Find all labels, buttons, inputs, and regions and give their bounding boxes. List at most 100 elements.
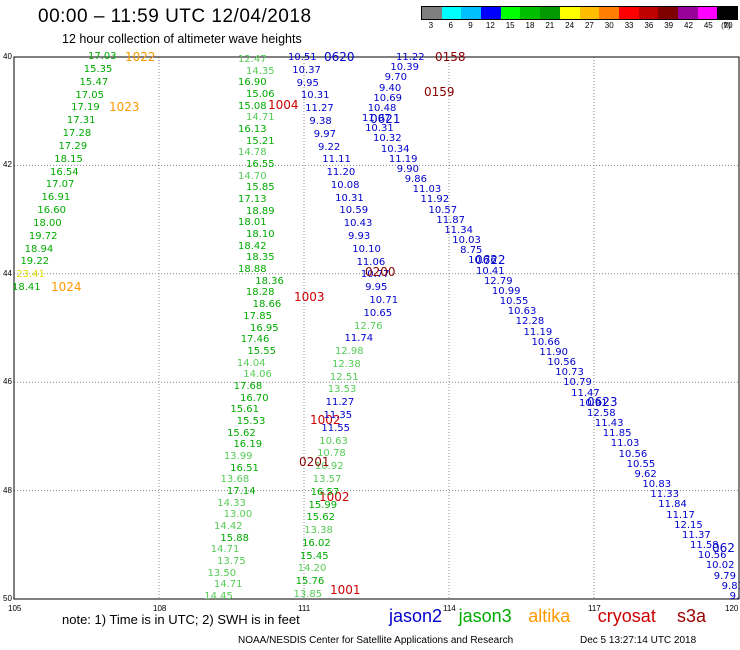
wave-height-value: 14.71 xyxy=(210,544,240,556)
pass-time-label: 1002 xyxy=(310,413,341,427)
pass-time-label: 1023 xyxy=(109,100,140,114)
wave-height-value: 10.03 xyxy=(452,235,481,247)
wave-height-value: 9.93 xyxy=(348,231,371,242)
legend-label: 15 xyxy=(505,21,515,30)
wave-height-value: 9.97 xyxy=(313,128,336,140)
wave-height-value: 11.43 xyxy=(594,418,624,430)
wave-height-value: 10.92 xyxy=(314,461,344,473)
wave-height-value: 15.06 xyxy=(246,89,275,101)
x-tick-label: 120 xyxy=(725,604,739,613)
legend-label: 18 xyxy=(525,21,535,30)
wave-height-value: 10.63 xyxy=(319,435,348,447)
wave-height-value: 11.90 xyxy=(539,346,569,358)
wave-height-value: 10.83 xyxy=(642,479,672,491)
wave-height-value: 18.00 xyxy=(33,217,62,229)
wave-height-value: 15.76 xyxy=(295,576,325,588)
wave-height-value: 11.22 xyxy=(396,52,425,63)
wave-height-value: 15.45 xyxy=(299,550,329,562)
wave-height-value: 18.35 xyxy=(246,252,275,264)
legend-swatch xyxy=(461,7,482,19)
wave-height-value: 11.27 xyxy=(305,103,334,115)
wave-height-value: 15.35 xyxy=(83,63,113,75)
wave-height-value: 10.78 xyxy=(317,448,346,460)
pass-time-label: 0620 xyxy=(324,50,355,64)
wave-height-value: 12.58 xyxy=(586,407,616,419)
legend-swatch xyxy=(599,7,619,19)
pass-time-label: 062 xyxy=(712,541,735,555)
pass-time-label: 0201 xyxy=(299,455,330,469)
wave-height-value: 15.21 xyxy=(246,135,275,147)
legend-swatch xyxy=(658,7,678,19)
wave-height-value: 14.04 xyxy=(236,357,266,369)
wave-height-value: 18.01 xyxy=(238,217,267,229)
legend-swatch xyxy=(559,7,580,19)
satellite-legend-item: s3a xyxy=(677,606,707,626)
wave-height-value: 9.8 xyxy=(729,591,740,602)
generated-timestamp: Dec 5 13:27:14 UTC 2018 xyxy=(580,635,697,646)
wave-height-value: 10.59 xyxy=(339,205,369,217)
map-title: 00:00 – 11:59 UTC 12/04/2018 xyxy=(38,6,312,27)
wave-height-value: 15.55 xyxy=(247,345,277,357)
wave-height-value: 10.65 xyxy=(363,307,393,319)
y-tick-label: 40 xyxy=(3,52,12,61)
wave-height-value: 16.55 xyxy=(246,159,275,171)
legend-label: (ft) xyxy=(721,21,731,30)
credit-line: NOAA/NESDIS Center for Satellite Applica… xyxy=(238,635,514,646)
wave-height-value: 16.57 xyxy=(310,486,340,498)
wave-height-value: 17.85 xyxy=(243,310,272,322)
pass-time-label: 0622 xyxy=(475,253,506,267)
wave-height-value: 17.19 xyxy=(71,102,100,114)
wave-height-value: 16.02 xyxy=(302,537,331,549)
wave-height-value: 18.42 xyxy=(238,240,267,252)
wave-height-value: 11.03 xyxy=(412,184,442,196)
legend-label: 24 xyxy=(565,21,575,30)
wave-height-value: 16.54 xyxy=(50,166,79,178)
legend-label: 12 xyxy=(485,21,495,30)
legend-label: 33 xyxy=(624,21,634,30)
wave-height-value: 10.79 xyxy=(563,377,592,389)
wave-height-value: 10.51 xyxy=(288,52,317,63)
wave-height-value: 11.84 xyxy=(658,499,687,511)
x-tick-label: 108 xyxy=(153,604,167,613)
wave-height-value: 11.47 xyxy=(571,387,600,399)
pass-time-label: 0621 xyxy=(370,112,401,126)
wave-height-value: 12.76 xyxy=(354,320,383,332)
pass-time-label: 0159 xyxy=(424,85,455,99)
wave-height-value: 9.86 xyxy=(404,174,427,186)
legend-swatch xyxy=(500,7,521,19)
wave-height-value: 11.33 xyxy=(650,489,679,501)
wave-height-value: 15.61 xyxy=(230,404,259,416)
wave-height-value: 11.34 xyxy=(444,224,473,236)
wave-height-value: 11.03 xyxy=(610,438,640,450)
wave-height-value: 10.77 xyxy=(360,269,390,281)
legend-swatch xyxy=(618,7,639,19)
wave-height-value: 10.31 xyxy=(300,90,330,102)
pass-time-label: 1024 xyxy=(51,280,82,294)
satellite-legend-item: jason2 xyxy=(389,606,443,626)
legend-label: 3 xyxy=(428,21,434,30)
wave-height-value: 10.48 xyxy=(367,102,397,114)
wave-height-value: 10.91 xyxy=(579,397,608,409)
wave-height-value: 10.69 xyxy=(373,92,402,104)
wave-height-value: 10.66 xyxy=(531,336,561,348)
pass-time-label: 1003 xyxy=(294,290,325,304)
legend-swatch xyxy=(481,7,501,19)
wave-height-value: 17.03 xyxy=(88,51,117,62)
wave-height-value: 10.31 xyxy=(365,123,394,135)
legend-swatch xyxy=(441,7,462,19)
wave-height-value: 18.10 xyxy=(246,229,275,241)
wave-height-value: 18.41 xyxy=(12,282,41,293)
grid-lines xyxy=(14,57,739,599)
wave-height-value: 17.13 xyxy=(238,194,267,206)
wave-height-value: 15.62 xyxy=(306,512,335,524)
wave-height-value: 10.73 xyxy=(555,367,584,379)
wave-height-value: 11.35 xyxy=(323,410,353,421)
wave-height-value: 10.71 xyxy=(369,294,399,306)
wave-height-value: 17.07 xyxy=(45,179,75,191)
legend-label: 6 xyxy=(448,21,453,30)
wave-height-value: 18.94 xyxy=(24,243,54,255)
wave-height-value: 17.05 xyxy=(75,89,104,101)
wave-height-value: 12.47 xyxy=(238,54,267,65)
wave-height-value: 9.22 xyxy=(318,141,341,153)
